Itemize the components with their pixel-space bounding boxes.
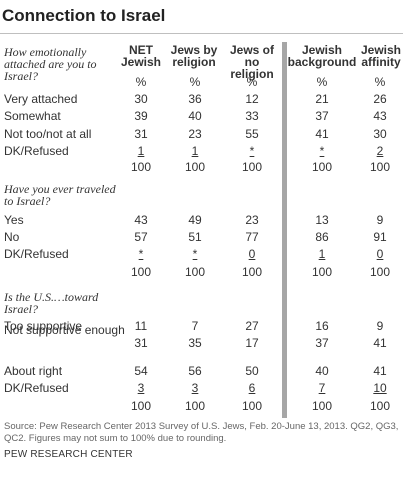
table-cell: 11 — [134, 319, 148, 333]
col-header-jewish-affinity: Jewish affinity — [360, 43, 402, 69]
table-cell: 6 — [248, 381, 256, 395]
table-cell: 100 — [130, 399, 152, 413]
table-cell: % — [246, 75, 258, 89]
table-cell: 26 — [373, 92, 387, 106]
table-cell: 91 — [373, 230, 387, 244]
table-cell: 33 — [245, 109, 259, 123]
table-cell: % — [189, 75, 201, 89]
table-cell: 100 — [369, 265, 391, 279]
table-cell: 7 — [191, 319, 199, 333]
table-cell: 54 — [134, 364, 148, 378]
table-cell: 10 — [373, 381, 387, 395]
table-cell: 1 — [318, 247, 326, 261]
row-label: DK/Refused — [4, 247, 69, 261]
table-cell: 36 — [188, 92, 202, 106]
table-cell: 31 — [134, 127, 148, 141]
table-cell: 100 — [369, 160, 391, 174]
table-cell: * — [138, 247, 144, 261]
table-cell: 17 — [245, 336, 259, 350]
table-cell: 39 — [134, 109, 148, 123]
row-label: DK/Refused — [4, 144, 69, 158]
table-cell: 100 — [184, 399, 206, 413]
column-divider — [282, 42, 287, 418]
col-header-net-jewish: NET Jewish — [120, 43, 162, 69]
source-note: Source: Pew Research Center 2013 Survey … — [4, 421, 399, 444]
table-cell: 43 — [373, 109, 387, 123]
row-label: Very attached — [4, 92, 78, 106]
table-cell: 51 — [188, 230, 202, 244]
table-cell: 3 — [137, 381, 145, 395]
table-cell: 35 — [188, 336, 202, 350]
table-cell: 40 — [315, 364, 329, 378]
table-cell: 37 — [315, 336, 329, 350]
table-cell: 50 — [245, 364, 259, 378]
table-cell: 77 — [245, 230, 259, 244]
table-cell: 43 — [134, 213, 148, 227]
table-cell: 27 — [245, 319, 259, 333]
table-cell: 23 — [245, 213, 259, 227]
row-label: Somewhat — [4, 109, 61, 123]
table-cell: * — [319, 144, 325, 158]
table-cell: 41 — [373, 336, 387, 350]
table-cell: 0 — [376, 247, 384, 261]
table-cell: 49 — [188, 213, 202, 227]
table-cell: 23 — [188, 127, 202, 141]
table-cell: 100 — [311, 265, 333, 279]
table-cell: 56 — [188, 364, 202, 378]
table-cell: 31 — [134, 336, 148, 350]
col-header-jews-no-religion: Jews of no religion — [229, 43, 274, 81]
table-cell: 40 — [188, 109, 202, 123]
table-cell: * — [192, 247, 198, 261]
table-cell: 0 — [248, 247, 256, 261]
table-cell: 86 — [315, 230, 329, 244]
table-cell: 12 — [245, 92, 259, 106]
table-cell: 41 — [373, 364, 387, 378]
table-cell: 100 — [369, 399, 391, 413]
table-cell: * — [249, 144, 255, 158]
table-cell: 100 — [311, 160, 333, 174]
table-cell: % — [316, 75, 328, 89]
section-question: Is the U.S.…toward Israel? — [4, 290, 99, 316]
row-label: DK/Refused — [4, 381, 69, 395]
table-cell: 100 — [184, 265, 206, 279]
table-cell: 55 — [245, 127, 259, 141]
table-cell: 9 — [376, 213, 384, 227]
row-label: About right — [4, 364, 63, 378]
table-cell: 37 — [315, 109, 329, 123]
row-label: No — [4, 230, 20, 244]
table-cell: 1 — [137, 144, 145, 158]
col-header-jewish-background: Jewish background — [287, 43, 357, 69]
row-label: Not supportive enough — [4, 323, 125, 337]
table-cell: 7 — [318, 381, 326, 395]
table-cell: 100 — [241, 160, 263, 174]
table-cell: 30 — [134, 92, 148, 106]
table-cell: 41 — [315, 127, 329, 141]
table-cell: % — [374, 75, 386, 89]
org-credit: PEW RESEARCH CENTER — [4, 449, 133, 460]
table-cell: 100 — [241, 265, 263, 279]
table-cell: 2 — [376, 144, 384, 158]
section-question: Have you ever traveled to Israel? — [4, 182, 116, 208]
page-title: Connection to Israel — [2, 6, 166, 25]
table-cell: 100 — [130, 160, 152, 174]
table-cell: 16 — [315, 319, 329, 333]
table-cell: 57 — [134, 230, 148, 244]
row-label: Yes — [4, 213, 24, 227]
table-cell: 13 — [315, 213, 329, 227]
table-cell: 100 — [130, 265, 152, 279]
table-cell: 100 — [311, 399, 333, 413]
table-cell: 100 — [184, 160, 206, 174]
table-cell: % — [135, 75, 147, 89]
table-cell: 9 — [376, 319, 384, 333]
row-label: Not too/not at all — [4, 127, 92, 141]
col-header-jews-by-religion: Jews by religion — [170, 43, 218, 69]
section-question: How emotionally attached are you to Isra… — [4, 45, 97, 83]
table-cell: 21 — [315, 92, 329, 106]
title-rule — [0, 33, 403, 34]
table-cell: 1 — [191, 144, 199, 158]
table-cell: 3 — [191, 381, 199, 395]
table-cell: 100 — [241, 399, 263, 413]
table-cell: 30 — [373, 127, 387, 141]
row-label: Too supportive — [4, 319, 83, 333]
